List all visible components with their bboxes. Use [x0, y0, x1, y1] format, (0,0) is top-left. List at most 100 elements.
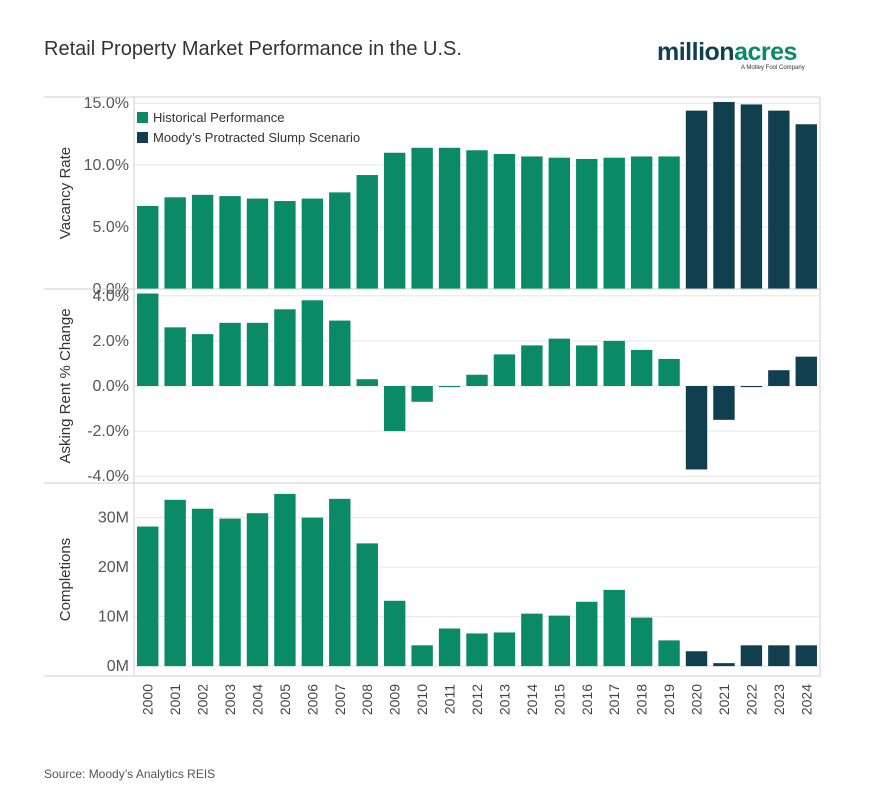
bar-2024 [795, 356, 817, 386]
x-tick-label: 2001 [167, 684, 183, 715]
x-tick-label: 2007 [332, 684, 348, 715]
y-tick-label: 30M [98, 510, 129, 527]
y-tick-label: 4.0% [93, 288, 129, 305]
bar-2001 [164, 499, 186, 667]
x-tick-label: 2019 [661, 684, 677, 715]
x-tick-label: 2015 [551, 684, 567, 715]
bar-2018 [630, 156, 653, 289]
bar-2013 [493, 632, 516, 667]
chart-area: 0.0% 5.0% 10.0% 15.0% Vacancy Rate -4.0% -2.0%… [44, 95, 821, 715]
y-tick-label: -4.0% [87, 468, 129, 485]
x-tick-label: 2024 [798, 684, 814, 715]
bar-2012 [466, 374, 488, 386]
y-tick-label: 10M [98, 609, 129, 626]
bar-2000 [137, 526, 159, 667]
bar-2022 [740, 104, 763, 290]
logo-tagline: A Motley Fool Company [741, 65, 805, 71]
x-tick-label: 2005 [277, 684, 293, 715]
bar-2012 [466, 150, 488, 289]
legend-label-0: Historical Performance [153, 110, 285, 125]
bar-2005 [274, 493, 296, 667]
bar-2019 [658, 358, 680, 386]
y-axis-label: Completions [57, 538, 74, 621]
x-tick-label: 2009 [387, 684, 403, 715]
y-tick-label: 15.0% [84, 95, 129, 112]
bar-2016 [576, 158, 598, 289]
bar-2001 [164, 327, 186, 386]
bar-2019 [658, 640, 680, 667]
x-tick-label: 2018 [634, 684, 650, 715]
logo-word-acres: acres [734, 38, 797, 66]
logo-word-million: million [657, 38, 735, 66]
x-tick-label: 2023 [771, 684, 787, 715]
bar-2005 [274, 309, 296, 386]
bar-2015 [548, 615, 571, 667]
y-tick-label: 10.0% [84, 157, 129, 174]
x-tick-label: 2017 [606, 684, 622, 715]
bar-2021 [713, 663, 735, 667]
bar-2004 [246, 198, 269, 289]
bar-2006 [301, 517, 324, 667]
bar-2021 [713, 101, 735, 290]
bar-2023 [768, 645, 790, 667]
x-tick-label: 2010 [414, 684, 430, 715]
bar-2017 [603, 157, 625, 289]
bar-2008 [356, 543, 378, 667]
bar-2013 [493, 354, 516, 386]
bar-2014 [521, 156, 543, 289]
bar-2018 [630, 349, 653, 386]
bar-2019 [658, 156, 680, 289]
bar-2024 [795, 645, 817, 667]
bar-2022 [740, 386, 763, 388]
bar-2015 [548, 157, 571, 289]
bar-2023 [768, 370, 790, 386]
x-tick-label: 2020 [689, 684, 705, 715]
bar-2016 [576, 601, 598, 667]
bar-2003 [219, 196, 241, 289]
bar-2007 [329, 192, 351, 289]
bar-2011 [438, 628, 461, 667]
legend-label-1: Moody’s Protracted Slump Scenario [153, 130, 360, 145]
legend-swatch-0 [137, 112, 148, 123]
y-tick-label: 5.0% [93, 219, 129, 236]
y-tick-label: 2.0% [93, 333, 129, 350]
y-tick-label: -2.0% [87, 423, 129, 440]
bar-2009 [383, 600, 406, 667]
bar-2007 [329, 320, 351, 386]
legend-swatch-1 [137, 132, 148, 143]
bar-2022 [740, 645, 763, 667]
x-tick-label: 2016 [579, 684, 595, 715]
bar-2017 [603, 340, 625, 386]
bar-2002 [191, 508, 214, 667]
x-tick-label: 2021 [716, 684, 732, 715]
bar-2010 [411, 645, 433, 667]
chart-title: Retail Property Market Performance in th… [44, 38, 462, 60]
bar-2016 [576, 345, 598, 386]
bar-2012 [466, 633, 488, 667]
x-tick-label: 2014 [524, 684, 540, 715]
x-tick-label: 2000 [140, 684, 156, 715]
bar-2009 [383, 152, 406, 289]
bar-2010 [411, 147, 433, 289]
y-axis-label: Vacancy Rate [57, 147, 74, 239]
bar-2011 [438, 147, 461, 289]
panel-frame [133, 482, 821, 677]
bar-2020 [685, 110, 708, 289]
bar-2021 [713, 386, 735, 420]
bar-2024 [795, 124, 817, 289]
x-tick-label: 2006 [304, 684, 320, 715]
bar-2007 [329, 498, 351, 667]
y-tick-label: 20M [98, 559, 129, 576]
bar-2011 [438, 386, 461, 388]
x-tick-label: 2011 [442, 684, 458, 714]
bar-2004 [246, 322, 269, 386]
bar-2000 [137, 293, 159, 386]
x-tick-label: 2004 [249, 684, 265, 715]
bar-2020 [685, 651, 708, 667]
bar-2015 [548, 338, 571, 386]
bar-2002 [191, 194, 214, 289]
source-note: Source: Moody’s Analytics REIS [44, 767, 216, 781]
millionacres-logo: millionacres A Motley Fool Company [657, 38, 807, 74]
bar-2020 [685, 386, 708, 470]
bar-2006 [301, 300, 324, 386]
